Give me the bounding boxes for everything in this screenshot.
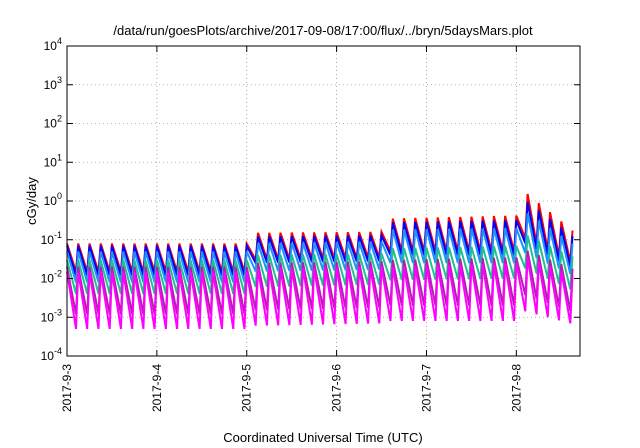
x-tick-label: 2017-9-3 [60,364,74,412]
chart-title: /data/run/goesPlots/archive/2017-09-08/1… [113,23,533,38]
x-tick-label: 2017-9-8 [509,364,523,412]
x-tick-label: 2017-9-7 [419,364,433,412]
y-tick-label: 10-3 [41,307,62,324]
y-axis: 10-4 10-3 10-2 10-1 100 101 102 103 104 [41,36,580,363]
y-axis-label: cGy/day [24,177,39,225]
x-tick-label: 2017-9-5 [240,364,254,412]
series-group [66,193,574,330]
x-tick-label: 2017-9-6 [330,364,344,412]
y-tick-label: 104 [44,36,62,53]
y-tick-label: 103 [44,75,62,92]
y-tick-label: 10-4 [41,346,62,363]
y-tick-label: 101 [44,152,62,169]
y-tick-label: 100 [44,191,62,208]
x-axis-label: Coordinated Universal Time (UTC) [223,430,422,445]
y-tick-label: 102 [44,114,62,131]
y-tick-label: 10-2 [41,269,62,286]
y-tick-label: 10-1 [41,230,62,247]
x-axis: 2017-9-3 2017-9-4 2017-9-5 2017-9-6 2017-9-7… [60,46,523,412]
series-line [66,257,574,330]
x-tick-label: 2017-9-4 [150,364,164,412]
